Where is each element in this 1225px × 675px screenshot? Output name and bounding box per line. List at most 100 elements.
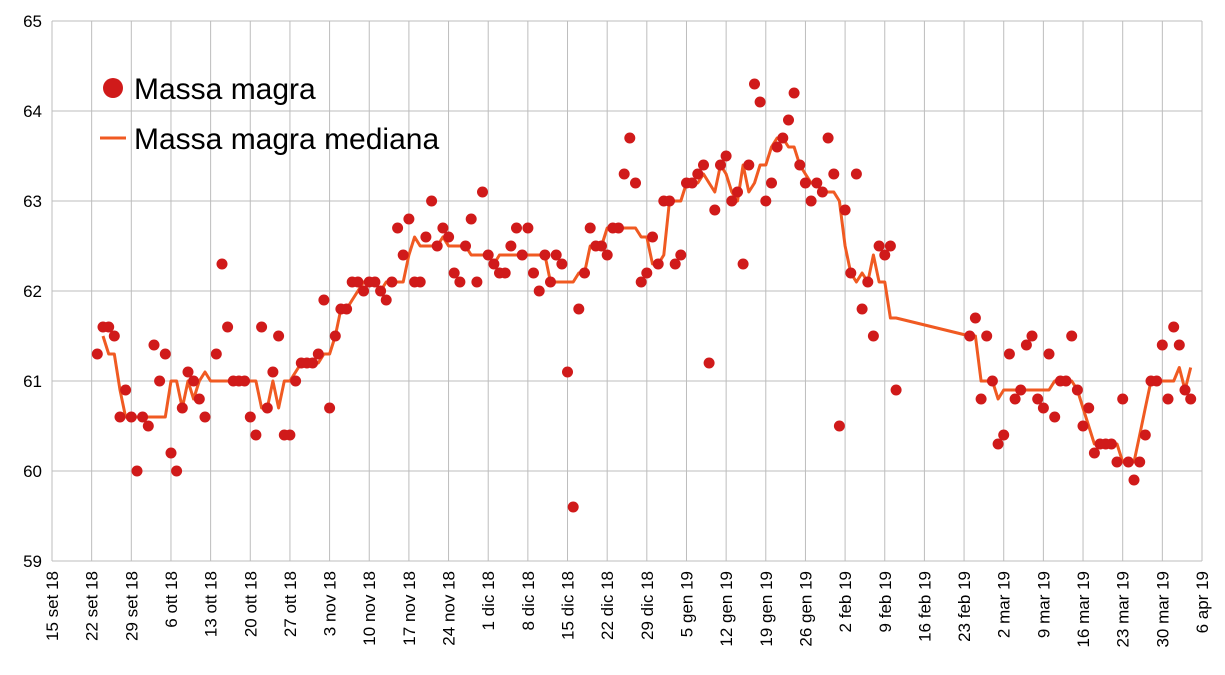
data-point [833, 420, 845, 432]
data-point [375, 285, 387, 297]
data-point [641, 267, 653, 279]
data-point [273, 330, 285, 342]
y-tick-label: 60 [23, 462, 42, 481]
x-tick-label: 19 gen 19 [757, 571, 776, 647]
data-point [1049, 411, 1061, 423]
y-tick-label: 65 [23, 12, 42, 31]
data-point [522, 222, 534, 234]
data-point [431, 240, 443, 252]
y-tick-label: 61 [23, 372, 42, 391]
data-point [397, 249, 409, 261]
data-point [550, 249, 562, 261]
x-tick-label: 15 dic 18 [559, 571, 578, 640]
x-tick-label: 27 ott 18 [281, 571, 300, 637]
x-tick-label: 9 mar 19 [1034, 571, 1053, 638]
data-point [573, 303, 585, 315]
x-tick-label: 13 ott 18 [202, 571, 221, 637]
data-point [749, 78, 760, 90]
x-tick-label: 22 set 18 [83, 571, 102, 641]
x-tick-label: 6 ott 18 [162, 571, 181, 628]
legend: Massa magra Massa magra mediana [100, 73, 439, 156]
x-tick-label: 23 mar 19 [1114, 571, 1133, 648]
data-point [267, 366, 279, 378]
data-point [754, 96, 766, 108]
data-point [488, 258, 500, 270]
y-tick-label: 64 [23, 102, 42, 121]
data-point [579, 267, 590, 279]
data-point [867, 330, 879, 342]
x-axis-ticks: 15 set 18 22 set 18 29 set 18 6 ott 18 13 ot… [43, 571, 1212, 648]
data-point [125, 411, 137, 423]
data-point [188, 375, 200, 387]
data-point [290, 375, 302, 387]
data-point [465, 213, 477, 225]
x-tick-label: 29 set 18 [122, 571, 141, 641]
data-point [1032, 393, 1044, 405]
data-point [312, 348, 324, 360]
data-point [324, 402, 336, 414]
data-point [454, 276, 466, 288]
data-point [1128, 474, 1140, 486]
data-point [420, 231, 432, 243]
data-point [516, 249, 528, 261]
x-tick-label: 20 ott 18 [241, 571, 260, 637]
data-point [154, 375, 166, 387]
x-tick-label: 29 dic 18 [638, 571, 657, 640]
data-point [794, 159, 806, 171]
legend-marker-scatter [103, 78, 123, 98]
data-point [709, 204, 721, 216]
data-point [873, 240, 885, 252]
data-point [448, 267, 460, 279]
data-point [284, 429, 296, 441]
grid [51, 20, 1203, 562]
data-point [879, 249, 891, 261]
data-point [545, 276, 556, 288]
data-point [108, 330, 120, 342]
data-point [176, 402, 188, 414]
data-point [1077, 420, 1089, 432]
data-point [239, 375, 251, 387]
data-point [91, 348, 103, 360]
data-point [414, 276, 426, 288]
data-point [210, 348, 222, 360]
x-tick-label: 17 nov 18 [400, 571, 419, 646]
data-point [664, 195, 675, 207]
data-point [103, 321, 115, 333]
data-point [601, 249, 613, 261]
data-point [318, 294, 330, 306]
data-point [635, 276, 647, 288]
data-point [788, 87, 800, 99]
data-point [732, 186, 743, 198]
data-point [669, 258, 681, 270]
data-point [1162, 393, 1174, 405]
data-point [1185, 393, 1197, 405]
data-point [845, 267, 857, 279]
data-point [380, 294, 392, 306]
x-tick-label: 16 feb 19 [915, 571, 934, 642]
data-point [471, 276, 483, 288]
data-point [811, 177, 823, 189]
data-point [760, 195, 772, 207]
data-point [120, 384, 132, 396]
y-tick-label: 62 [23, 282, 42, 301]
data-point [137, 411, 149, 423]
x-tick-label: 30 mar 19 [1153, 571, 1172, 648]
data-point [783, 114, 794, 126]
data-point [686, 177, 698, 189]
data-point [1151, 375, 1163, 387]
data-point [250, 429, 262, 441]
data-point [477, 186, 488, 198]
data-point [171, 465, 183, 477]
data-point [539, 249, 551, 261]
data-point [969, 312, 981, 324]
data-point [505, 240, 517, 252]
data-point [992, 438, 1004, 450]
x-tick-label: 1 dic 18 [479, 571, 498, 631]
data-point [533, 285, 545, 297]
data-point [142, 420, 154, 432]
data-point [692, 168, 704, 180]
x-tick-label: 23 feb 19 [955, 571, 974, 642]
data-point [1088, 447, 1100, 459]
data-point [703, 357, 715, 369]
data-point [584, 222, 596, 234]
